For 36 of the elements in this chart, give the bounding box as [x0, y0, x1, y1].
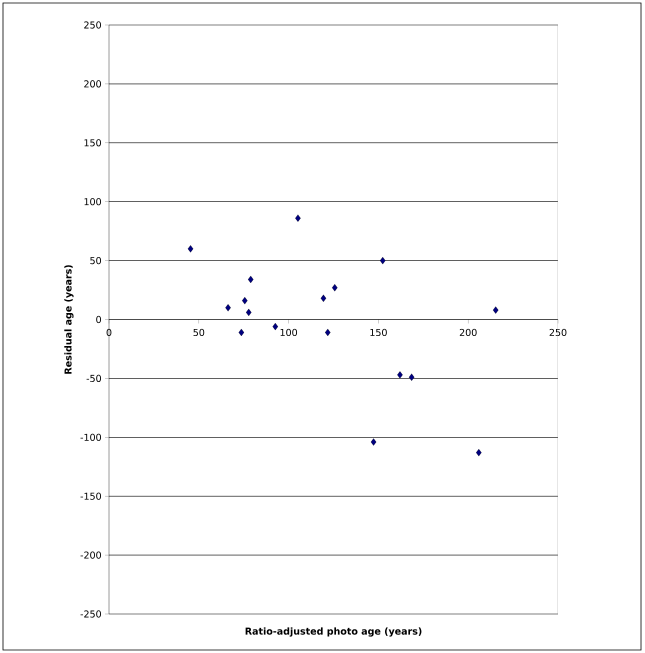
point [370, 438, 376, 446]
y-axis-title: Residual age (years) [64, 265, 74, 374]
y-tick-label: -50 [86, 374, 101, 382]
x-tick-label: 100 [280, 328, 298, 336]
point [242, 297, 248, 304]
point [225, 304, 231, 312]
y-tick-label: -250 [80, 610, 101, 618]
point [295, 214, 301, 222]
y-tick-label: -150 [80, 492, 101, 500]
x-tick-label: 200 [460, 328, 477, 336]
point [476, 448, 482, 456]
point [324, 328, 331, 336]
point [320, 294, 326, 302]
point [272, 322, 278, 330]
point [246, 308, 252, 316]
y-tick-label: 0 [96, 316, 101, 324]
y-tick-label: 50 [90, 257, 101, 264]
y-tick-label: 200 [84, 80, 101, 88]
point [238, 328, 244, 336]
point [397, 371, 403, 379]
y-tick-label: 250 [84, 21, 101, 29]
point [188, 245, 194, 252]
x-axis-title: Ratio-adjusted photo age (years) [246, 627, 422, 637]
point [380, 256, 386, 264]
y-tick-label: 100 [84, 198, 101, 206]
x-tick-label: 0 [106, 328, 112, 336]
y-tick-label: 150 [84, 139, 101, 146]
point [248, 276, 254, 284]
point [408, 374, 414, 381]
x-tick-label: 150 [370, 328, 387, 336]
y-tick-label: -100 [80, 434, 101, 441]
x-tick-label: 250 [550, 328, 566, 336]
point [492, 306, 498, 314]
point [332, 284, 338, 292]
x-tick-label: 50 [193, 328, 204, 336]
y-tick-label: -200 [80, 552, 101, 559]
